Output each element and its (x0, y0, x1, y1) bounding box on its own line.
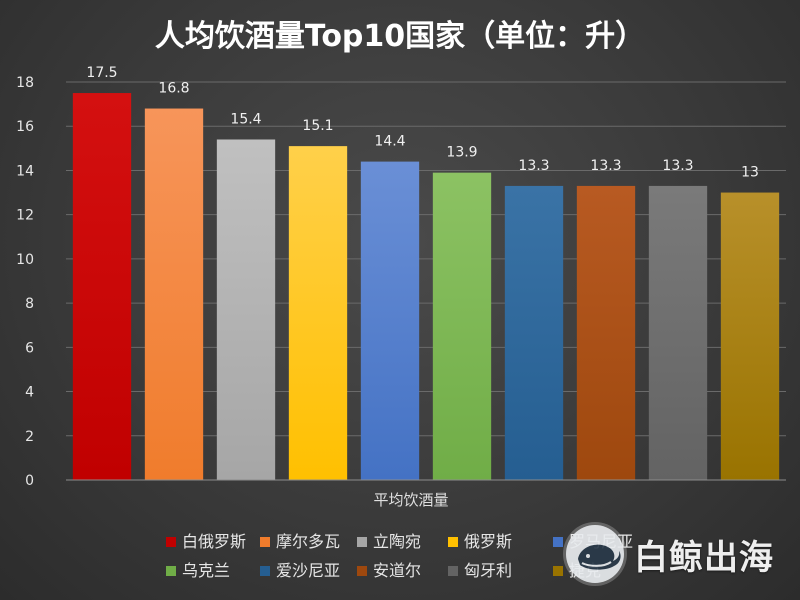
watermark-text: 白鲸出海 (634, 537, 774, 578)
y-tick-label: 2 (25, 429, 34, 445)
bar-8 (648, 185, 708, 480)
data-label: 13.3 (518, 158, 549, 174)
data-label: 13.3 (662, 158, 693, 174)
data-label: 15.4 (230, 111, 261, 127)
legend-swatch (166, 537, 176, 547)
data-label: 16.8 (158, 81, 189, 97)
legend-label: 立陶宛 (373, 532, 421, 551)
legend-swatch (166, 566, 176, 576)
bar-4 (360, 161, 420, 480)
legend-swatch (357, 566, 367, 576)
data-label: 13.3 (590, 158, 621, 174)
legend: 白俄罗斯摩尔多瓦立陶宛俄罗斯罗马尼亚乌克兰爱沙尼亚安道尔匈牙利捷克 (166, 532, 633, 580)
bar-6 (504, 185, 564, 480)
y-tick-label: 18 (16, 75, 34, 91)
x-axis-label: 平均饮酒量 (373, 491, 448, 509)
legend-swatch (260, 537, 270, 547)
bar-3 (288, 146, 348, 480)
bar-7 (576, 185, 636, 480)
data-label: 14.4 (374, 134, 405, 150)
data-labels: 17.5 16.8 15.4 15.1 14.4 13.9 13.3 13.3 13.3 13 (86, 65, 759, 181)
y-tick-label: 6 (25, 340, 34, 356)
y-tick-label: 8 (25, 296, 34, 312)
bar-9 (720, 192, 780, 481)
watermark: 白鲸出海 (566, 514, 798, 594)
legend-swatch (553, 537, 563, 547)
legend-swatch (553, 566, 563, 576)
whale-logo-icon (566, 525, 624, 583)
legend-swatch (357, 537, 367, 547)
data-label: 15.1 (302, 118, 333, 134)
legend-swatch (260, 566, 270, 576)
legend-label: 摩尔多瓦 (276, 532, 340, 551)
legend-label: 俄罗斯 (464, 532, 512, 551)
legend-label: 安道尔 (373, 561, 421, 580)
y-tick-label: 16 (16, 119, 34, 135)
y-tick-label: 12 (16, 208, 34, 224)
y-axis-ticks: 0 2 4 6 8 10 12 14 16 18 (16, 75, 34, 489)
bars (72, 93, 780, 481)
chart-title: 人均饮酒量Top10国家（单位：升） (155, 19, 645, 54)
legend-label: 匈牙利 (464, 561, 512, 580)
bar-0 (72, 93, 132, 481)
legend-label: 白俄罗斯 (182, 532, 246, 551)
legend-swatch (448, 566, 458, 576)
y-tick-label: 10 (16, 252, 34, 268)
bar-2 (216, 139, 276, 480)
legend-label: 爱沙尼亚 (276, 561, 340, 580)
data-label: 13.9 (446, 145, 477, 161)
data-label: 13 (741, 165, 759, 181)
y-tick-label: 14 (16, 163, 34, 179)
bar-5 (432, 172, 492, 480)
data-label: 17.5 (86, 65, 117, 81)
y-tick-label: 4 (25, 385, 34, 401)
legend-swatch (448, 537, 458, 547)
bar-1 (144, 108, 204, 481)
legend-label: 乌克兰 (182, 561, 230, 580)
y-tick-label: 0 (25, 473, 34, 489)
